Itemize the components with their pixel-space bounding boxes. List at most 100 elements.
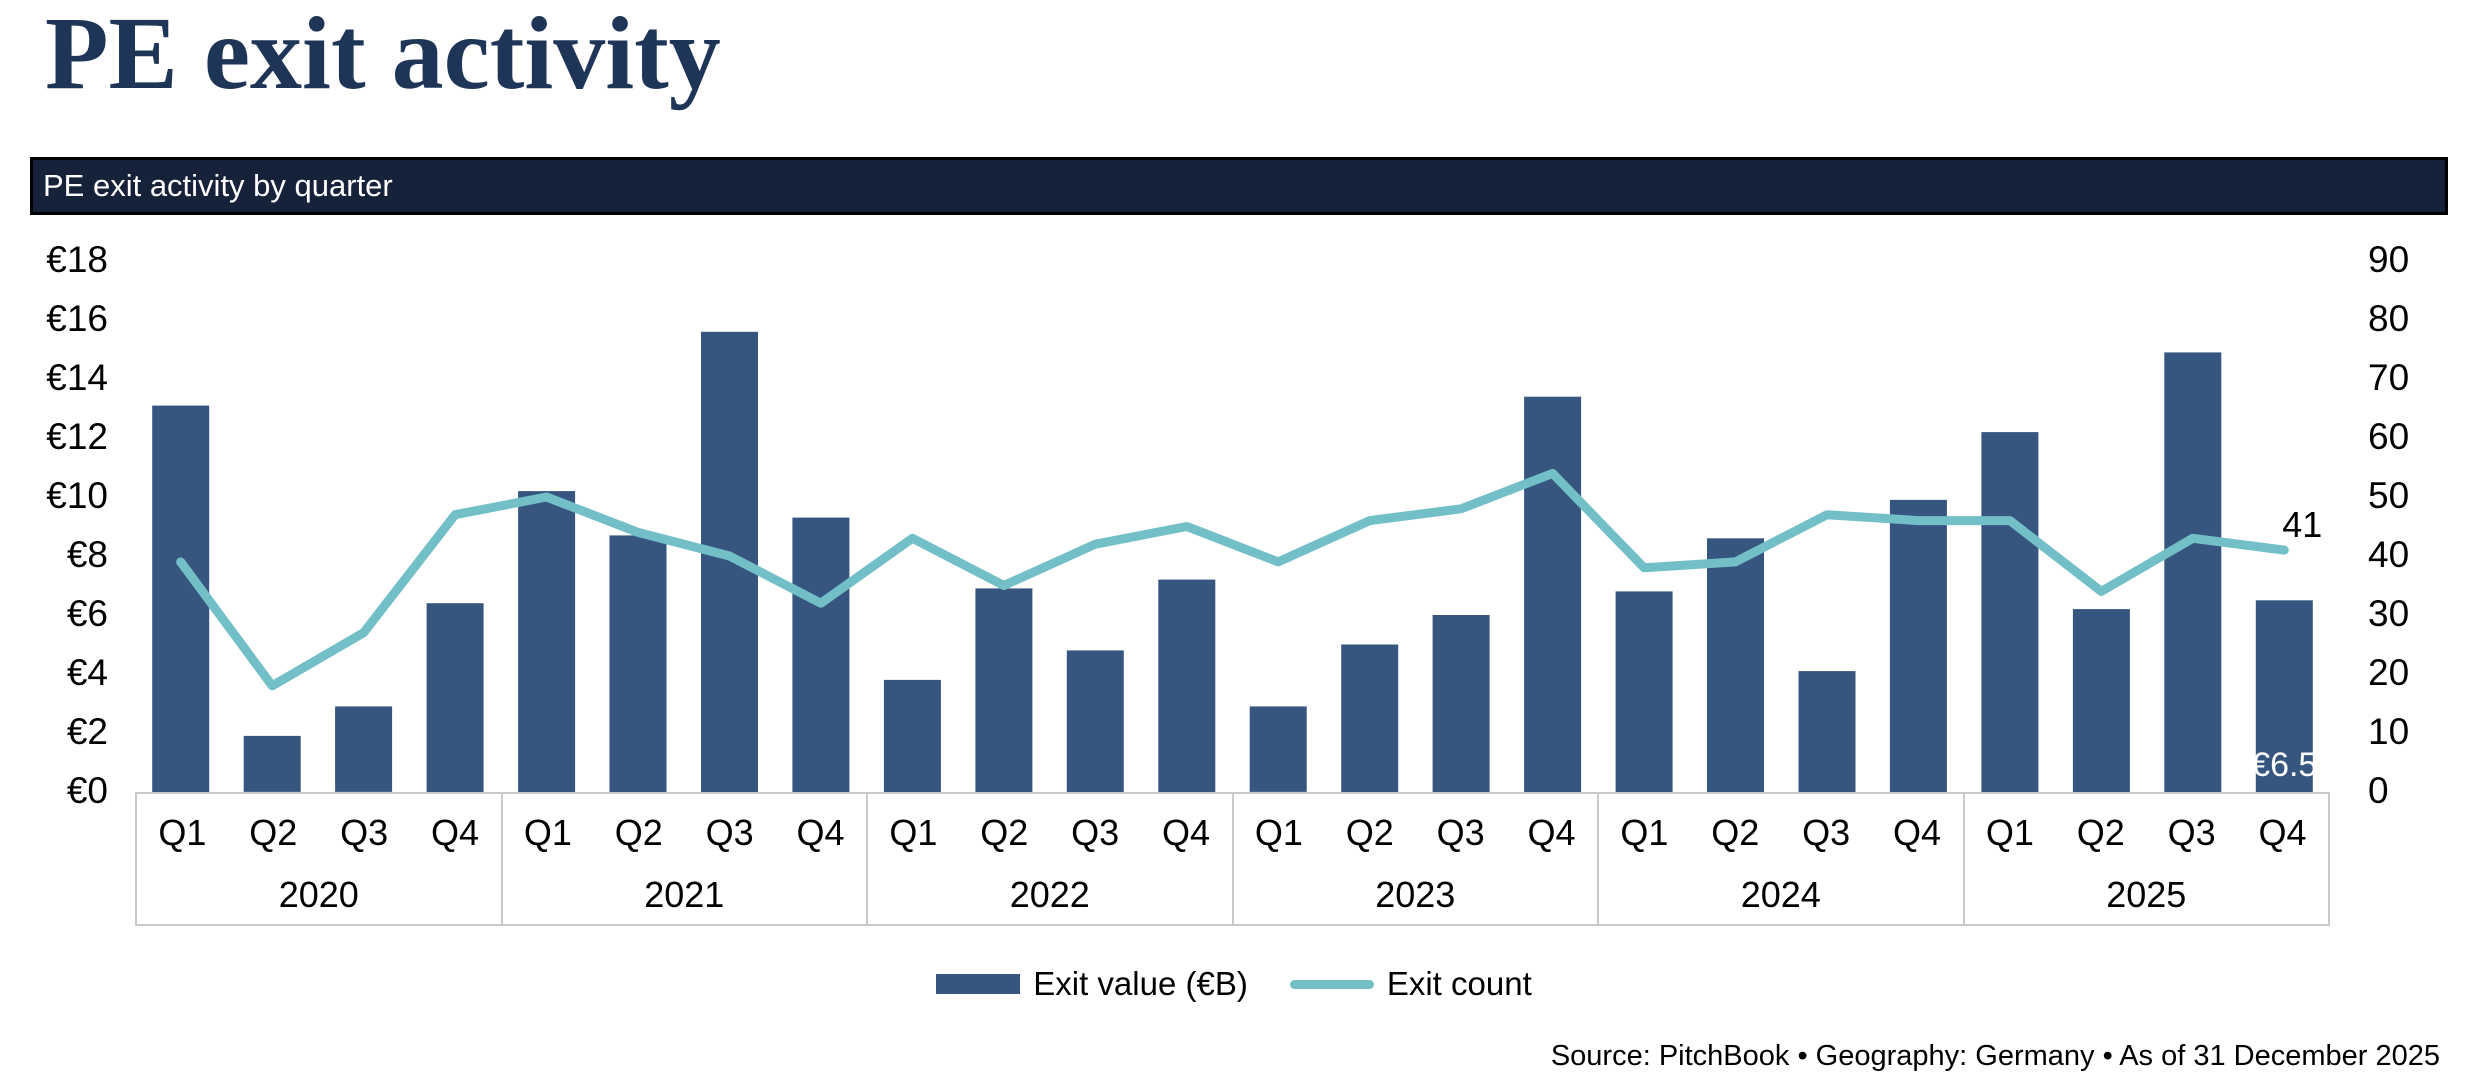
legend: Exit value (€B) Exit count: [0, 955, 2468, 1013]
bar-2020-Q4: [426, 603, 484, 792]
legend-item-exit-count: Exit count: [1289, 965, 1532, 1003]
bar-2025-Q1: [1981, 432, 2039, 792]
y-axis-tick-left: €8: [66, 534, 108, 576]
x-axis-quarter-label: Q1: [523, 812, 572, 853]
quarter-label-row: Q1 Q2 Q3 Q4: [1234, 812, 1598, 854]
x-axis-quarter-label: Q2: [2076, 812, 2125, 853]
bar-2023-Q2: [1341, 644, 1399, 792]
bar-2021-Q2: [609, 535, 667, 792]
bar-2024-Q2: [1707, 538, 1764, 792]
y-axis-tick-right: 30: [2368, 593, 2410, 635]
bar-2025-Q3: [2164, 352, 2222, 792]
y-axis-tick-right: 50: [2368, 475, 2410, 517]
x-axis-quarter-label: Q2: [249, 812, 298, 853]
bar-swatch-icon: [936, 974, 1021, 994]
quarter-label-row: Q1 Q2 Q3 Q4: [1599, 812, 1963, 854]
exit-count-line: [176, 468, 2289, 691]
bar-2023-Q3: [1432, 615, 1490, 792]
y-axis-tick-right: 0: [2368, 770, 2389, 812]
x-axis-year-group-2021: Q1 Q2 Q3 Q4 2021: [500, 792, 868, 926]
x-axis-quarter-label: Q1: [1985, 812, 2034, 853]
x-axis-quarter-label: Q2: [1345, 812, 1394, 853]
bar-2023-Q1: [1249, 706, 1307, 792]
y-axis-tick-left: €16: [46, 298, 108, 340]
annotation-exit-count: 41: [2282, 504, 2323, 546]
bar-2024-Q4: [1889, 499, 1947, 792]
bar-2025-Q4: [2255, 600, 2313, 792]
x-axis-quarter-label: Q4: [796, 812, 845, 853]
page-title: PE exit activity: [45, 0, 721, 111]
x-axis-quarter-label: Q2: [980, 812, 1029, 853]
bar-2020-Q1: [152, 405, 210, 792]
bar-2022-Q3: [1066, 650, 1124, 792]
bar-2022-Q2: [975, 588, 1033, 792]
y-axis-tick-left: €4: [66, 652, 108, 694]
x-axis-year-label: 2024: [1740, 874, 1821, 915]
annotation-exit-value: €6.5: [2251, 746, 2318, 784]
x-axis-quarter-label: Q1: [158, 812, 207, 853]
y-axis-tick-left: €0: [66, 770, 108, 812]
source-text: Source: PitchBook • Geography: Germany •…: [1550, 1040, 2440, 1072]
bar-2022-Q1: [883, 679, 941, 792]
y-axis-tick-left: €10: [46, 475, 108, 517]
bar-2024-Q3: [1798, 671, 1856, 792]
x-axis-year-label: 2020: [278, 874, 359, 915]
x-axis-quarter-label: Q4: [1527, 812, 1576, 853]
x-axis-year-label: 2025: [2106, 874, 2187, 915]
y-axis-tick-left: €12: [46, 416, 108, 458]
y-axis-tick-right: 80: [2368, 298, 2410, 340]
y-axis-tick-right: 40: [2368, 534, 2410, 576]
x-axis-year-group-2022: Q1 Q2 Q3 Q4 2022: [866, 792, 1234, 926]
x-axis-year-group-2023: Q1 Q2 Q3 Q4 2023: [1231, 792, 1599, 926]
line-swatch-icon: [1289, 979, 1374, 989]
bar-2025-Q2: [2072, 609, 2130, 792]
bar-2020-Q2: [243, 735, 301, 792]
y-axis-tick-right: 60: [2368, 416, 2410, 458]
quarter-label-row: Q1 Q2 Q3 Q4: [137, 812, 501, 854]
x-axis-quarter-label: Q1: [889, 812, 938, 853]
y-axis-tick-right: 20: [2368, 652, 2410, 694]
y-axis-tick-right: 10: [2368, 711, 2410, 753]
chart-plot: [152, 331, 2313, 792]
x-axis: Q1 Q2 Q3 Q4 2020 Q1 Q2 Q3 Q4 2021 Q1 Q2 Q3 Q4 2022 Q1 Q2…: [135, 792, 2330, 926]
quarter-label-row: Q1 Q2 Q3 Q4: [868, 812, 1232, 854]
x-axis-quarter-label: Q2: [614, 812, 663, 853]
legend-item-exit-value: Exit value (€B): [936, 965, 1248, 1003]
y-axis-tick-left: €14: [46, 357, 108, 399]
y-axis-tick-right: 90: [2368, 239, 2410, 281]
panel-header: PE exit activity by quarter: [30, 157, 2448, 215]
x-axis-quarter-label: Q3: [2167, 812, 2216, 853]
quarter-label-row: Q1 Q2 Q3 Q4: [1965, 812, 2329, 854]
bar-2022-Q4: [1158, 579, 1216, 792]
x-axis-year-group-2024: Q1 Q2 Q3 Q4 2024: [1597, 792, 1965, 926]
y-axis-tick-left: €2: [66, 711, 108, 753]
x-axis-quarter-label: Q2: [1711, 812, 1760, 853]
x-axis-quarter-label: Q1: [1620, 812, 1669, 853]
bar-2020-Q3: [335, 706, 393, 792]
x-axis-year-label: 2023: [1375, 874, 1456, 915]
bar-2021-Q1: [518, 491, 576, 792]
bar-2024-Q1: [1615, 591, 1673, 792]
x-axis-quarter-label: Q4: [2258, 812, 2307, 853]
bar-2021-Q4: [792, 517, 850, 792]
x-axis-year-label: 2021: [644, 874, 725, 915]
panel-header-label: PE exit activity by quarter: [43, 168, 393, 203]
x-axis-quarter-label: Q4: [1893, 812, 1942, 853]
bar-2023-Q4: [1524, 396, 1582, 792]
x-axis-year-group-2025: Q1 Q2 Q3 Q4 2025: [1962, 792, 2330, 926]
x-axis-quarter-label: Q3: [705, 812, 754, 853]
x-axis-quarter-label: Q3: [1802, 812, 1851, 853]
x-axis-quarter-label: Q4: [431, 812, 480, 853]
y-axis-tick-right: 70: [2368, 357, 2410, 399]
legend-label: Exit count: [1386, 965, 1532, 1002]
legend-label: Exit value (€B): [1033, 965, 1248, 1002]
quarter-label-row: Q1 Q2 Q3 Q4: [503, 812, 867, 854]
x-axis-quarter-label: Q3: [1071, 812, 1120, 853]
y-axis-tick-left: €18: [46, 239, 108, 281]
x-axis-quarter-label: Q3: [340, 812, 389, 853]
x-axis-year-label: 2022: [1009, 874, 1090, 915]
y-axis-tick-left: €6: [66, 593, 108, 635]
x-axis-quarter-label: Q1: [1254, 812, 1303, 853]
x-axis-quarter-label: Q3: [1436, 812, 1485, 853]
